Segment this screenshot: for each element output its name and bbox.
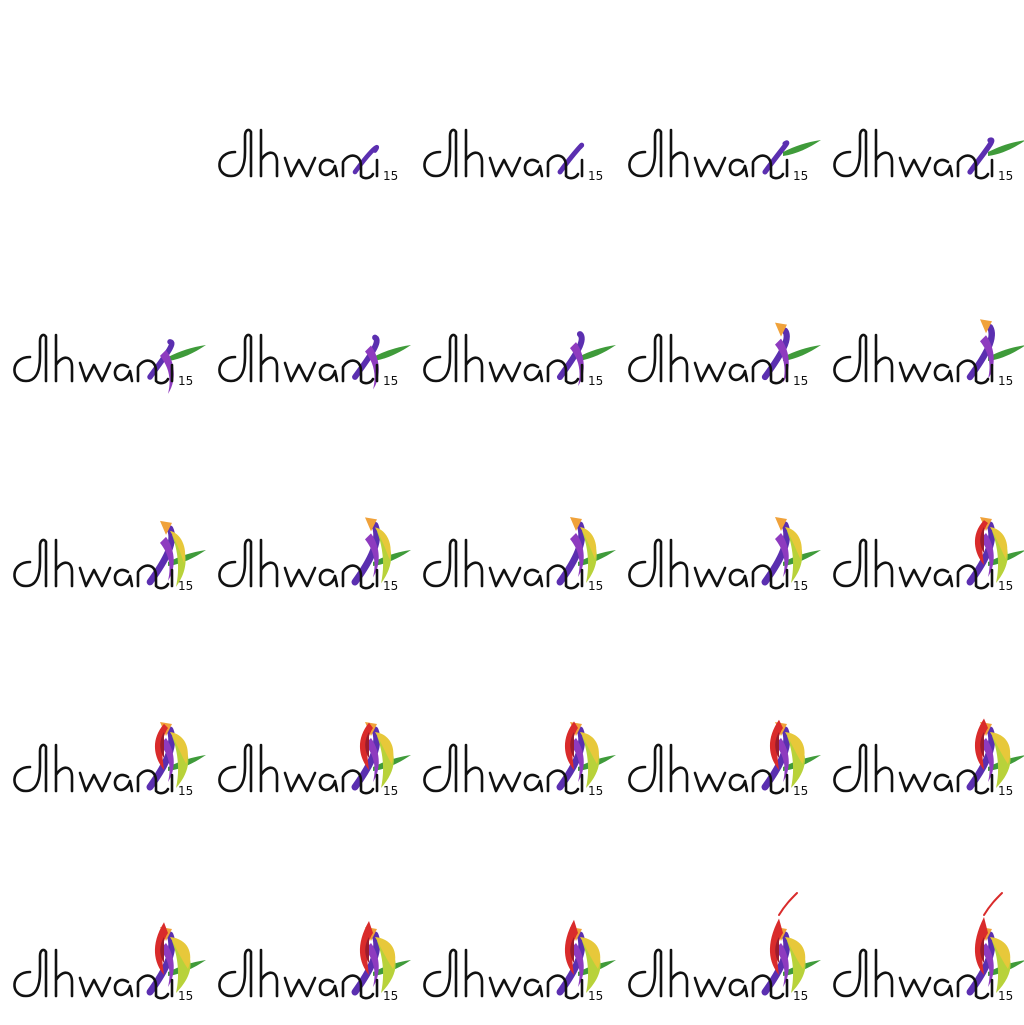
logo-frame-22: 15 [410, 820, 616, 1025]
year-label: 15 [383, 784, 398, 798]
wordmark [13, 538, 174, 590]
wordmark [628, 333, 789, 385]
flame-icon [556, 517, 616, 586]
logo-frame-15: 15 [0, 615, 206, 820]
wordmark [423, 538, 584, 590]
wordmark [833, 128, 994, 180]
wordmark [628, 538, 789, 590]
wordmark [628, 128, 789, 180]
logo-frame-23: 15 [615, 820, 821, 1025]
wordmark [13, 948, 174, 1000]
year-label: 15 [998, 784, 1013, 798]
wordmark [628, 948, 789, 1000]
flame-icon [966, 892, 1024, 996]
flame-icon [761, 719, 821, 791]
wordmark [833, 948, 994, 1000]
wordmark [13, 743, 174, 795]
year-label: 15 [178, 784, 193, 798]
year-label: 15 [383, 169, 398, 183]
flame-icon [352, 334, 411, 390]
flame-icon [146, 922, 206, 996]
year-label: 15 [998, 579, 1013, 593]
logo-frame-7: 15 [410, 205, 616, 410]
wordmark [833, 743, 994, 795]
wordmark [423, 128, 584, 180]
year-label: 15 [793, 169, 808, 183]
flame-icon [556, 919, 616, 996]
wordmark [628, 743, 789, 795]
year-label: 15 [588, 579, 603, 593]
year-label: 15 [793, 784, 808, 798]
flame-icon [761, 517, 821, 586]
year-label: 15 [793, 989, 808, 1003]
logo-frame-6: 15 [205, 205, 411, 410]
logo-frame-14: 15 [820, 410, 1024, 615]
year-label: 15 [793, 579, 808, 593]
flame-icon [966, 517, 1024, 586]
wordmark [423, 743, 584, 795]
year-label: 15 [793, 374, 808, 388]
logo-frame-20: 15 [0, 820, 206, 1025]
logo-frame-16: 15 [205, 615, 411, 820]
logo-frame-4: 15 [820, 0, 1024, 205]
flame-icon [146, 722, 206, 791]
flame-icon [146, 520, 206, 587]
logo-frame-21: 15 [205, 820, 411, 1025]
wordmark [218, 948, 379, 1000]
flame-icon [147, 339, 206, 394]
flame-icon [556, 331, 616, 387]
logo-frame-18: 15 [615, 615, 821, 820]
flame-icon [351, 722, 411, 791]
logo-frame-10: 15 [0, 410, 206, 615]
flame-icon [557, 142, 585, 175]
year-label: 15 [383, 374, 398, 388]
year-label: 15 [588, 989, 603, 1003]
wordmark [218, 128, 379, 180]
year-label: 15 [383, 989, 398, 1003]
logo-frame-17: 15 [410, 615, 616, 820]
flame-icon [966, 718, 1024, 791]
wordmark [13, 333, 174, 385]
wordmark [423, 333, 584, 385]
year-label: 15 [588, 169, 603, 183]
logo-frame-3: 15 [615, 0, 821, 205]
logo-frame-2: 15 [410, 0, 615, 205]
year-label: 15 [588, 784, 603, 798]
year-label: 15 [998, 374, 1013, 388]
logo-frame-19: 15 [820, 615, 1024, 820]
wordmark [218, 538, 379, 590]
year-label: 15 [178, 989, 193, 1003]
year-label: 15 [998, 989, 1013, 1003]
year-label: 15 [588, 374, 603, 388]
logo-frame-5: 15 [0, 205, 206, 410]
flame-icon [351, 517, 411, 586]
wordmark [218, 333, 379, 385]
logo-frame-24: 15 [820, 820, 1024, 1025]
wordmark [218, 743, 379, 795]
logo-frame-11: 15 [205, 410, 411, 615]
flame-icon [556, 721, 616, 791]
logo-frame-8: 15 [615, 205, 821, 410]
wordmark [833, 333, 994, 385]
flame-icon [966, 319, 1024, 381]
logo-frame-9: 15 [820, 205, 1024, 410]
flame-icon [761, 322, 821, 383]
logo-frame-12: 15 [410, 410, 616, 615]
flame-icon [967, 137, 1024, 175]
year-label: 15 [998, 169, 1013, 183]
year-label: 15 [383, 579, 398, 593]
wordmark [423, 948, 584, 1000]
empty-cell [0, 0, 205, 205]
flame-icon [351, 921, 411, 996]
year-label: 15 [178, 579, 193, 593]
year-label: 15 [178, 374, 193, 388]
logo-frame-13: 15 [615, 410, 821, 615]
logo-frame-1: 15 [205, 0, 410, 205]
flame-icon [762, 140, 821, 175]
flame-icon [761, 892, 821, 996]
wordmark [833, 538, 994, 590]
flame-icon [352, 144, 379, 175]
